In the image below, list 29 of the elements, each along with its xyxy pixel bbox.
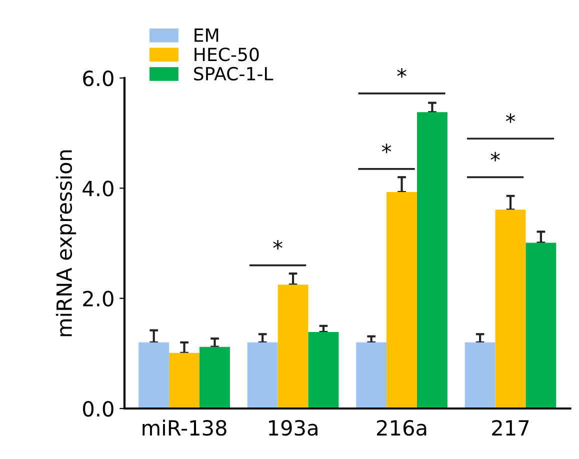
annotation: * bbox=[490, 152, 500, 162]
bar bbox=[526, 242, 556, 409]
bar bbox=[247, 342, 278, 409]
y-tick-label: 0.0 bbox=[83, 400, 114, 417]
bar bbox=[356, 342, 387, 409]
y-tick-label: 2.0 bbox=[83, 290, 114, 307]
bar bbox=[464, 342, 496, 409]
x-tick-label: 193a bbox=[269, 420, 318, 436]
bar bbox=[308, 332, 339, 409]
bar bbox=[138, 342, 170, 409]
y-axis-title: miRNA expression bbox=[56, 150, 76, 336]
legend-label: HEC-50 bbox=[194, 48, 259, 62]
x-tick-label: 216a bbox=[377, 420, 426, 436]
x-tick-label: 217 bbox=[492, 420, 529, 436]
annotation: * bbox=[382, 144, 392, 154]
annotation: * bbox=[506, 113, 516, 123]
bar bbox=[200, 346, 230, 409]
legend-label: EM bbox=[194, 28, 218, 42]
bar bbox=[386, 192, 417, 409]
bar bbox=[495, 210, 526, 409]
x-tick-label: miR-138 bbox=[142, 420, 226, 436]
bar bbox=[416, 112, 448, 409]
y-tick-label: 6.0 bbox=[83, 70, 114, 86]
bar bbox=[278, 284, 308, 409]
legend-label: SPAC-1-L bbox=[194, 66, 274, 81]
y-tick-label: 4.0 bbox=[82, 180, 114, 196]
annotation: * bbox=[273, 240, 282, 250]
bar bbox=[169, 352, 200, 409]
text: * bbox=[397, 68, 406, 78]
